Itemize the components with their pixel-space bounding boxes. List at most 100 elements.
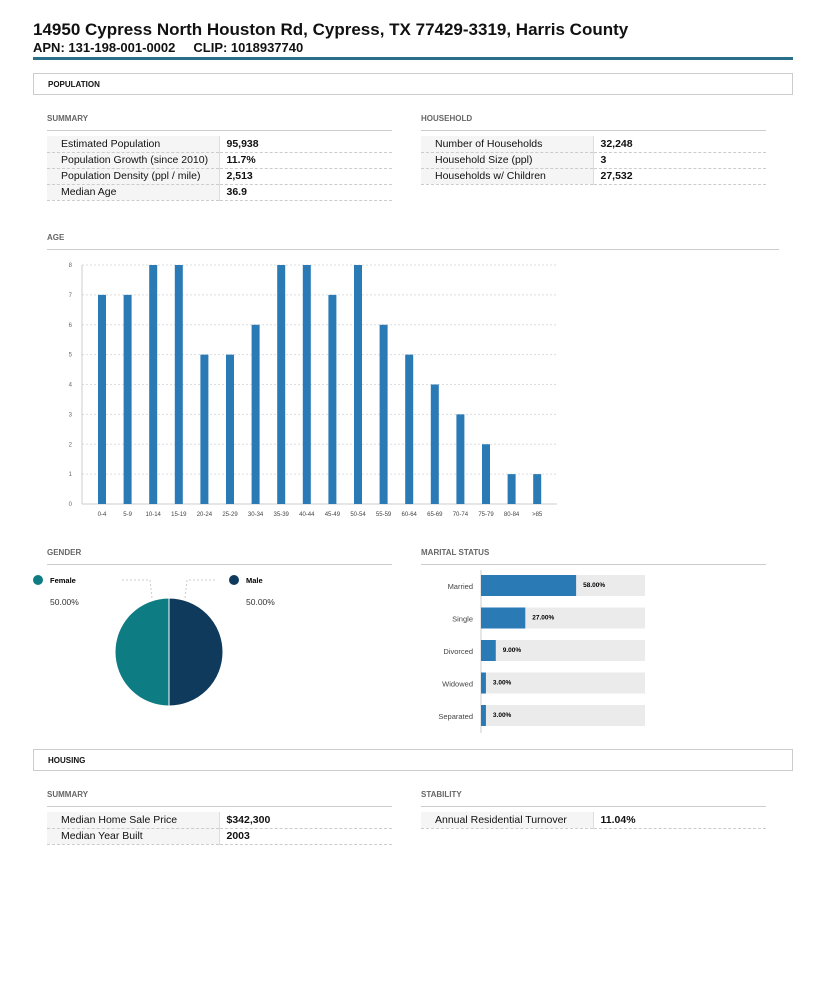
x-tick-label: 45-49 bbox=[325, 512, 341, 518]
x-tick-label: 15-19 bbox=[171, 512, 187, 518]
pie-slice-male bbox=[168, 597, 224, 707]
row-value: 36.9 bbox=[219, 184, 392, 201]
bar-65-69 bbox=[430, 384, 439, 504]
population-summary-table: Estimated Population 95,938 Population Gro… bbox=[47, 136, 392, 201]
bar-35-39 bbox=[277, 265, 286, 504]
x-tick-label: 65-69 bbox=[427, 512, 443, 518]
y-tick-label: 0 bbox=[69, 502, 73, 508]
x-tick-label: 30-34 bbox=[248, 512, 264, 518]
bar-widowed bbox=[481, 672, 486, 694]
marital-status-chart: 58.00% Married 27.00% Single 9.00% Divorced 3.… bbox=[438, 570, 645, 733]
table-row: Annual Residential Turnover 11.04% bbox=[421, 812, 766, 829]
row-value: 32,248 bbox=[593, 136, 766, 153]
row-value: 11.04% bbox=[593, 812, 766, 829]
bar-track bbox=[481, 705, 645, 726]
bar-value-label: 3.00% bbox=[493, 712, 512, 719]
stability-heading: STABILITY bbox=[421, 790, 766, 807]
table-row: Households w/ Children 27,532 bbox=[421, 168, 766, 185]
x-tick-label: 80-84 bbox=[504, 512, 520, 518]
bar-track bbox=[481, 640, 645, 661]
x-tick-label: 70-74 bbox=[453, 512, 469, 518]
row-label: Population Density (ppl / mile) bbox=[47, 168, 220, 185]
bar-30-34 bbox=[251, 324, 260, 504]
row-label: Number of Households bbox=[421, 136, 594, 153]
bar-60-64 bbox=[405, 354, 414, 504]
pie-slice-female bbox=[114, 597, 170, 707]
category-label: Single bbox=[452, 615, 473, 624]
row-value: 11.7% bbox=[219, 152, 392, 169]
bar-5-9 bbox=[123, 294, 132, 504]
row-label: Annual Residential Turnover bbox=[421, 812, 594, 829]
row-value: 2,513 bbox=[219, 168, 392, 185]
y-tick-label: 1 bbox=[69, 472, 73, 478]
bar-10-14 bbox=[149, 265, 158, 504]
table-row: Number of Households 32,248 bbox=[421, 136, 766, 153]
table-row: Median Home Sale Price $342,300 bbox=[47, 812, 392, 829]
page-title: 14950 Cypress North Houston Rd, Cypress,… bbox=[33, 20, 629, 39]
y-tick-label: 6 bbox=[69, 323, 73, 329]
bar-value-label: 3.00% bbox=[493, 680, 512, 687]
table-row: Estimated Population 95,938 bbox=[47, 136, 392, 153]
row-value: 2003 bbox=[219, 828, 392, 845]
x-tick-label: >85 bbox=[532, 512, 543, 518]
population-section-header: POPULATION bbox=[33, 73, 793, 95]
parcel-ids: APN: 131-198-001-0002 CLIP: 1018937740 bbox=[33, 40, 321, 55]
bar-married bbox=[481, 575, 577, 596]
bar-45-49 bbox=[328, 294, 337, 504]
housing-summary-table: Median Home Sale Price $342,300 Median Yea… bbox=[47, 812, 392, 845]
x-tick-label: 25-29 bbox=[222, 512, 238, 518]
row-label: Households w/ Children bbox=[421, 168, 594, 185]
bar->85 bbox=[533, 474, 542, 504]
row-label: Population Growth (since 2010) bbox=[47, 152, 220, 169]
stability-table: Annual Residential Turnover 11.04% bbox=[421, 812, 766, 829]
legend-dot-female bbox=[33, 575, 43, 585]
category-label: Widowed bbox=[442, 680, 473, 689]
row-label: Household Size (ppl) bbox=[421, 152, 594, 169]
slice-percent: 50.00% bbox=[50, 597, 79, 607]
legend-label: Female bbox=[50, 576, 76, 585]
apn: APN: 131-198-001-0002 bbox=[33, 40, 176, 55]
x-tick-label: 40-44 bbox=[299, 512, 315, 518]
bar-divorced bbox=[481, 640, 496, 661]
y-tick-label: 3 bbox=[69, 412, 73, 418]
category-label: Separated bbox=[438, 712, 473, 721]
row-value: $342,300 bbox=[219, 812, 392, 829]
table-row: Median Year Built 2003 bbox=[47, 828, 392, 845]
x-tick-label: 60-64 bbox=[402, 512, 418, 518]
marital-heading: MARITAL STATUS bbox=[421, 548, 766, 565]
category-label: Divorced bbox=[443, 647, 473, 656]
bar-55-59 bbox=[379, 324, 388, 504]
x-tick-label: 5-9 bbox=[123, 512, 132, 518]
row-label: Median Age bbox=[47, 184, 220, 201]
x-tick-label: 75-79 bbox=[478, 512, 494, 518]
household-table: Number of Households 32,248 Household Size… bbox=[421, 136, 766, 185]
bar-value-label: 58.00% bbox=[583, 582, 605, 589]
bar-single bbox=[481, 607, 526, 629]
housing-summary-heading: SUMMARY bbox=[47, 790, 392, 807]
x-tick-label: 0-4 bbox=[98, 512, 107, 518]
table-row: Population Density (ppl / mile) 2,513 bbox=[47, 168, 392, 185]
header-divider bbox=[33, 57, 793, 60]
gender-chart: Female 50.00% Male 50.00% bbox=[33, 575, 275, 707]
bar-separated bbox=[481, 705, 486, 726]
bar-80-84 bbox=[507, 474, 516, 504]
bar-40-44 bbox=[302, 265, 311, 504]
bar-70-74 bbox=[456, 414, 465, 504]
y-tick-label: 8 bbox=[69, 263, 73, 269]
age-heading: AGE bbox=[47, 233, 779, 250]
table-row: Household Size (ppl) 3 bbox=[421, 152, 766, 169]
bar-value-label: 27.00% bbox=[532, 615, 554, 622]
gender-heading: GENDER bbox=[47, 548, 392, 565]
table-row: Population Growth (since 2010) 11.7% bbox=[47, 152, 392, 169]
bar-value-label: 9.00% bbox=[503, 647, 522, 654]
row-label: Estimated Population bbox=[47, 136, 220, 153]
y-tick-label: 2 bbox=[69, 442, 73, 448]
bar-50-54 bbox=[354, 265, 362, 504]
row-value: 27,532 bbox=[593, 168, 766, 185]
leader-line bbox=[122, 579, 153, 599]
age-chart: 0 1 2 3 4 5 6 7 8 0-4 5-9 10-14 15-19 20-24 25-29 30-34… bbox=[69, 263, 557, 518]
household-heading: HOUSEHOLD bbox=[421, 114, 766, 131]
bar-15-19 bbox=[174, 265, 183, 504]
bar-25-29 bbox=[226, 354, 234, 504]
housing-section-header: HOUSING bbox=[33, 749, 793, 771]
